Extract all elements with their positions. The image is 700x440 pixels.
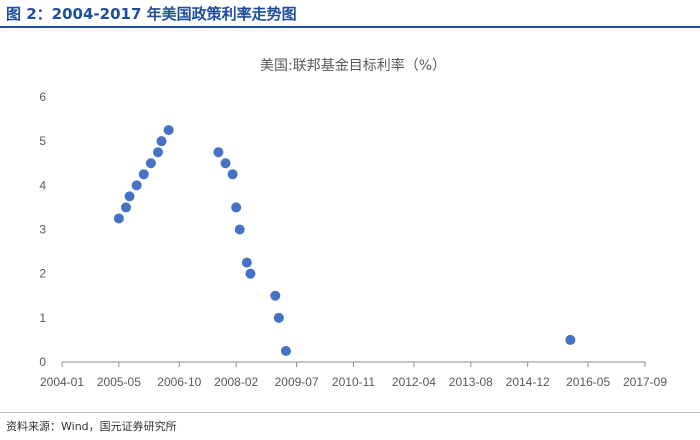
data-point (234, 224, 245, 235)
x-tick-label: 2012-04 (392, 375, 436, 389)
y-tick-label: 1 (39, 311, 46, 325)
x-tick-label: 2010-11 (332, 375, 375, 389)
y-axis-ticks: 0 1 2 3 4 5 6 (39, 90, 46, 369)
data-point (124, 191, 135, 202)
data-point (227, 169, 238, 180)
x-tick-label: 2005-05 (97, 375, 141, 389)
data-point (220, 158, 231, 169)
y-tick-label: 0 (39, 355, 46, 369)
data-point (245, 268, 256, 279)
x-tick-label: 2016-05 (566, 375, 610, 389)
data-point (131, 180, 142, 191)
x-tick-label: 2014-12 (506, 375, 550, 389)
x-tick-label: 2006-10 (157, 375, 201, 389)
data-points (113, 125, 576, 356)
title-divider (0, 26, 700, 28)
data-point (280, 345, 291, 356)
data-point (145, 158, 156, 169)
data-point (163, 125, 174, 136)
y-tick-label: 2 (39, 267, 46, 281)
y-tick-label: 3 (39, 223, 46, 237)
x-tick-label: 2017-09 (623, 375, 667, 389)
data-point (273, 312, 284, 323)
y-tick-label: 5 (39, 134, 46, 148)
chart-title: 美国:联邦基金目标利率（%） (260, 57, 446, 74)
data-point (120, 202, 131, 213)
data-point (213, 147, 224, 158)
x-tick-label: 2004-01 (40, 375, 84, 389)
data-point (152, 147, 163, 158)
data-point (231, 202, 242, 213)
y-tick-label: 6 (39, 90, 46, 104)
data-point (270, 290, 281, 301)
data-point (156, 136, 167, 147)
x-axis-ticks: 2004-01 2005-05 2006-10 2008-02 2009-07 2010-… (40, 362, 667, 389)
x-tick-label: 2009-07 (275, 375, 319, 389)
data-point (565, 334, 576, 345)
data-point (138, 169, 149, 180)
source-divider (0, 412, 700, 413)
figure-title: 图 2：2004-2017 年美国政策利率走势图 (6, 5, 297, 23)
y-tick-label: 4 (39, 178, 46, 192)
data-point (113, 213, 124, 224)
data-point (241, 257, 252, 268)
source-note: 资料来源：Wind，国元证券研究所 (6, 420, 177, 433)
x-tick-label: 2013-08 (449, 375, 493, 389)
x-tick-label: 2008-02 (214, 375, 258, 389)
